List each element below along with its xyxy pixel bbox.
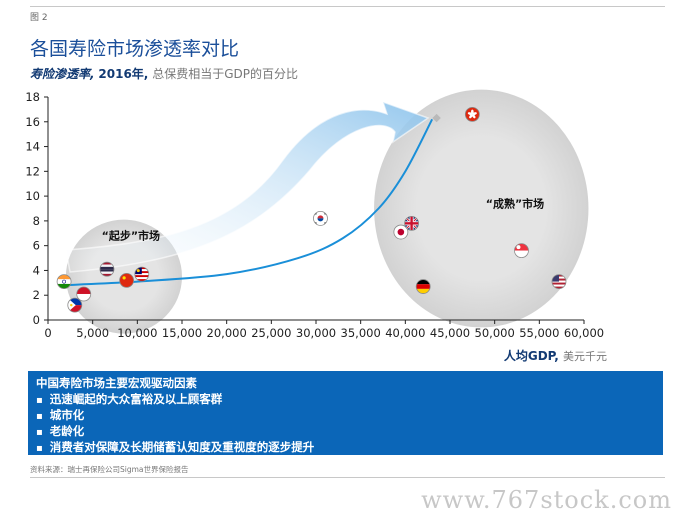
callout-heading: 中国寿险市场主要宏观驱动因素 xyxy=(36,376,197,390)
y-tick-label: 14 xyxy=(25,140,40,154)
y-tick-label: 8 xyxy=(33,214,40,228)
callout-list: 迅速崛起的大众富裕及以上顾客群 城市化 老龄化 消费者对保障及长期储蓄认知度及重… xyxy=(36,392,655,456)
uk-flag-icon xyxy=(404,215,419,231)
source-note: 资料来源：瑞士再保险公司Sigma世界保险报告 xyxy=(30,465,189,474)
emerging-market-label: “起步”市场 xyxy=(102,228,160,242)
india-flag-icon xyxy=(56,274,72,289)
x-tick-label: 60,000 xyxy=(564,326,604,340)
y-tick-label: 18 xyxy=(25,90,40,104)
germany-flag-icon xyxy=(415,279,431,294)
usa-flag-icon xyxy=(551,274,567,289)
x-tick-label: 0 xyxy=(44,326,51,340)
y-tick-label: 10 xyxy=(25,189,40,203)
south-korea-flag-icon xyxy=(313,211,328,226)
x-axis-label: 人均GDP, 美元千元 xyxy=(504,348,607,363)
x-tick-label: 55,000 xyxy=(519,326,559,340)
x-tick-label: 30,000 xyxy=(296,326,336,340)
subtitle-description: 总保费相当于GDP的百分比 xyxy=(152,67,298,81)
bottom-rule xyxy=(30,477,665,478)
mature-market-cluster xyxy=(374,89,589,328)
y-tick-label: 12 xyxy=(25,164,40,178)
x-tick-label: 20,000 xyxy=(207,326,247,340)
y-tick-label: 4 xyxy=(33,263,40,277)
x-tick-label: 40,000 xyxy=(385,326,425,340)
top-rule xyxy=(30,6,665,7)
malaysia-flag-icon xyxy=(134,266,150,282)
callout-item: 城市化 xyxy=(36,408,655,424)
singapore-flag-icon xyxy=(514,243,529,259)
figure-label: 图 2 xyxy=(30,13,48,23)
callout-item: 消费者对保障及长期储蓄认知度及重视度的逐步提升 xyxy=(36,440,655,456)
x-axis-label-unit: 美元千元 xyxy=(563,350,607,363)
x-tick-label: 25,000 xyxy=(251,326,291,340)
page-title: 各国寿险市场渗透率对比 xyxy=(30,38,240,60)
callout-item: 迅速崛起的大众富裕及以上顾客群 xyxy=(36,392,655,408)
philippines-flag-icon xyxy=(67,297,83,313)
subtitle-year: 2016年, xyxy=(98,67,149,81)
trend-curve xyxy=(61,118,434,287)
penetration-chart: 0 5,000 10,000 15,000 20,000 25,000 30,000 35,0… xyxy=(25,89,607,363)
drivers-callout-box: 中国寿险市场主要宏观驱动因素 迅速崛起的大众富裕及以上顾客群 城市化 老龄化 消… xyxy=(28,371,663,455)
growth-arrow xyxy=(65,100,430,273)
x-tick-label: 45,000 xyxy=(430,326,470,340)
x-axis-label-main: 人均GDP, xyxy=(504,348,563,363)
mature-market-label: “成熟”市场 xyxy=(486,196,544,210)
callout-item: 老龄化 xyxy=(36,424,655,440)
y-tick-label: 16 xyxy=(25,115,40,129)
japan-flag-icon xyxy=(393,224,409,240)
watermark: www.767stock.com xyxy=(421,486,672,514)
thailand-flag-icon xyxy=(99,261,115,277)
hong-kong-flag-icon xyxy=(464,106,480,122)
y-tick-label: 2 xyxy=(33,288,40,302)
x-tick-label: 5,000 xyxy=(76,326,109,340)
y-tick-label: 0 xyxy=(33,313,40,327)
china-flag-icon xyxy=(119,272,135,288)
chart-subtitle: 寿险渗透率, 2016年, 总保费相当于GDP的百分比 xyxy=(30,65,298,82)
subtitle-metric: 寿险渗透率, xyxy=(30,67,95,81)
y-tick-label: 6 xyxy=(33,239,40,253)
indonesia-flag-icon xyxy=(76,286,92,302)
x-tick-label: 35,000 xyxy=(341,326,381,340)
x-tick-label: 15,000 xyxy=(162,326,202,340)
trend-end-marker xyxy=(432,113,441,123)
x-tick-label: 10,000 xyxy=(117,326,157,340)
x-tick-label: 50,000 xyxy=(475,326,515,340)
